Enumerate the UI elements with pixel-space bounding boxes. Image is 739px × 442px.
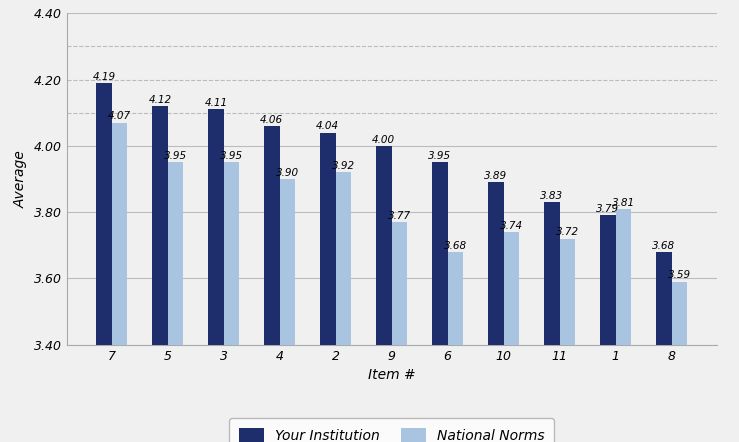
X-axis label: Item #: Item # (368, 368, 415, 382)
Text: 4.11: 4.11 (204, 98, 228, 108)
Bar (208, 109, 224, 442)
Bar (168, 163, 183, 442)
Text: 3.81: 3.81 (612, 198, 635, 207)
Text: 3.92: 3.92 (332, 161, 355, 171)
Bar (488, 183, 504, 442)
Text: 3.79: 3.79 (596, 204, 619, 214)
Text: 3.59: 3.59 (668, 271, 691, 281)
Text: 3.77: 3.77 (388, 211, 411, 221)
Bar (600, 216, 616, 442)
Bar (336, 172, 351, 442)
Bar (392, 222, 407, 442)
Text: 4.12: 4.12 (149, 95, 171, 105)
Bar (544, 202, 559, 442)
Bar (504, 232, 520, 442)
Text: 3.72: 3.72 (556, 227, 579, 237)
Text: 3.90: 3.90 (276, 168, 299, 178)
Bar (279, 179, 296, 442)
Bar (320, 133, 336, 442)
Text: 4.19: 4.19 (92, 72, 115, 82)
Bar (559, 239, 575, 442)
Text: 3.68: 3.68 (653, 240, 675, 251)
Bar (152, 106, 168, 442)
Text: 4.07: 4.07 (108, 111, 131, 122)
Bar (224, 163, 239, 442)
Text: 3.95: 3.95 (164, 151, 187, 161)
Bar (656, 252, 672, 442)
Bar (672, 282, 687, 442)
Y-axis label: Average: Average (14, 150, 28, 208)
Bar (376, 146, 392, 442)
Bar (616, 209, 631, 442)
Bar (448, 252, 463, 442)
Bar (96, 83, 112, 442)
Bar (264, 126, 279, 442)
Text: 3.83: 3.83 (540, 191, 563, 201)
Text: 3.74: 3.74 (500, 221, 523, 231)
Text: 4.00: 4.00 (372, 134, 395, 145)
Text: 3.68: 3.68 (444, 240, 467, 251)
Text: 3.89: 3.89 (484, 171, 508, 181)
Text: 3.95: 3.95 (429, 151, 452, 161)
Text: 4.04: 4.04 (316, 121, 339, 131)
Text: 4.06: 4.06 (260, 114, 284, 125)
Bar (432, 163, 448, 442)
Bar (112, 122, 127, 442)
Legend: Your Institution, National Norms: Your Institution, National Norms (229, 418, 554, 442)
Text: 3.95: 3.95 (220, 151, 243, 161)
